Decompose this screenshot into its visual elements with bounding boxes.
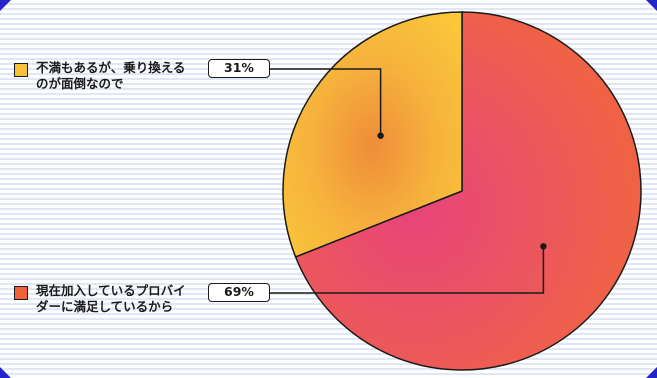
corner-marker-bottom-left [0,367,11,378]
corner-marker-bottom-right [646,367,657,378]
leader-line-69 [270,246,545,294]
corner-marker-top-left [0,0,11,11]
corner-marker-top-right [646,0,657,11]
data-label-31: 31% [208,59,270,78]
legend-swatch-yellow [14,63,28,77]
pie-slice-switching-hassle [282,11,463,258]
legend-swatch-orange [14,286,28,300]
leader-dot-31 [377,132,384,139]
legend-label-satisfied: 現在加入しているプロバイダーに満足しているから [36,283,186,314]
leader-dot-69 [540,243,547,250]
legend-item-satisfied: 現在加入しているプロバイダーに満足しているから [14,283,204,315]
pie-slice-satisfied [294,11,642,371]
leader-line-31 [270,68,382,136]
legend-label-switching-hassle: 不満もあるが、乗り換えるのが面倒なので [36,60,186,91]
legend-item-switching-hassle: 不満もあるが、乗り換えるのが面倒なので [14,60,204,92]
data-label-69: 69% [208,283,270,302]
